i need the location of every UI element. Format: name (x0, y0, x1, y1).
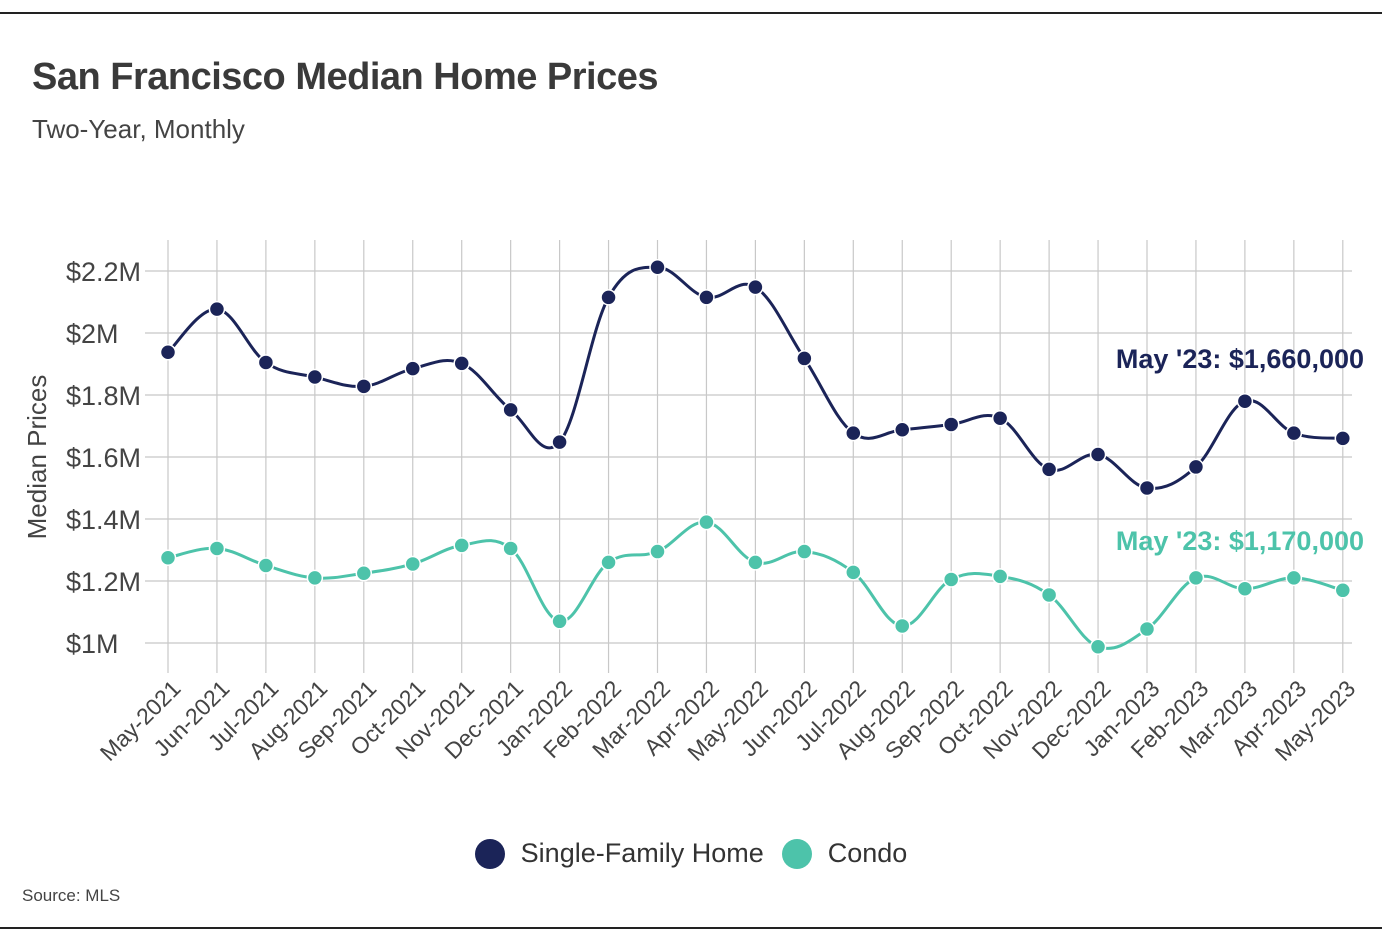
legend-item-single-family: Single-Family Home (474, 838, 764, 869)
data-point-condo (453, 537, 470, 554)
chart-subtitle: Two-Year, Monthly (32, 114, 245, 144)
data-point-condo (502, 540, 519, 557)
data-point-single-family (208, 300, 226, 318)
x-axis: May-2021Jun-2021Jul-2021Aug-2021Sep-2021… (95, 675, 1361, 766)
data-point-condo (1187, 569, 1205, 587)
data-point-single-family (1187, 458, 1205, 476)
data-point-single-family (159, 343, 177, 361)
data-point-condo (747, 554, 764, 571)
data-point-single-family (1138, 479, 1156, 497)
chart-title: San Francisco Median Home Prices (32, 56, 659, 98)
data-point-single-family (551, 433, 568, 451)
data-point-condo (894, 617, 911, 635)
data-point-single-family (1285, 424, 1303, 442)
data-point-condo (355, 565, 373, 582)
grid (145, 240, 1352, 673)
data-point-condo (159, 549, 177, 566)
data-point-single-family (502, 401, 519, 419)
data-point-single-family (1334, 430, 1352, 447)
data-point-condo (845, 564, 862, 581)
data-point-condo (600, 554, 617, 571)
y-tick-label: $1.4M (66, 505, 141, 535)
legend-marker-condo (781, 838, 812, 869)
data-point-single-family (649, 259, 666, 276)
y-tick-label: $1.2M (66, 567, 141, 597)
data-point-single-family (600, 289, 617, 306)
data-point-single-family (942, 416, 960, 433)
legend: Single-Family Home Condo (0, 838, 1382, 869)
data-point-condo (1040, 586, 1058, 604)
series-points (159, 259, 1352, 655)
top-rule (0, 12, 1382, 14)
legend-label-condo: Condo (827, 838, 908, 868)
data-point-condo (257, 557, 275, 574)
data-point-single-family (894, 421, 911, 438)
data-point-condo (1138, 620, 1156, 638)
data-point-single-family (845, 424, 862, 442)
y-tick-label: $2.2M (66, 257, 141, 287)
data-point-single-family (991, 410, 1009, 427)
y-tick-label: $1.6M (66, 443, 141, 473)
data-point-condo (551, 613, 568, 630)
y-tick-label: $1M (66, 629, 119, 659)
source-note: Source: MLS (22, 886, 121, 905)
data-point-condo (208, 540, 226, 557)
data-point-single-family (257, 354, 275, 371)
data-point-single-family (1236, 392, 1254, 410)
data-point-single-family (1089, 446, 1107, 463)
data-point-condo (1089, 638, 1107, 655)
data-point-single-family (747, 278, 764, 296)
data-point-single-family (698, 289, 715, 306)
bottom-rule (0, 927, 1382, 929)
data-point-condo (1236, 580, 1254, 597)
data-point-condo (942, 571, 960, 588)
data-point-condo (698, 513, 715, 531)
annotations: May '23: $1,660,000 May '23: $1,170,000 (1116, 344, 1364, 556)
y-tick-label: $1.8M (66, 381, 141, 411)
legend-label-single-family: Single-Family Home (520, 838, 764, 868)
legend-item-condo: Condo (781, 838, 908, 869)
annotation-condo: May '23: $1,170,000 (1116, 526, 1364, 556)
data-point-condo (1285, 569, 1303, 587)
y-axis-label: Median Prices (22, 375, 52, 540)
data-point-condo (796, 543, 813, 560)
data-point-condo (649, 543, 666, 560)
data-point-condo (1334, 582, 1352, 599)
data-point-single-family (796, 350, 813, 367)
annotation-single-family: May '23: $1,660,000 (1116, 344, 1364, 374)
data-point-single-family (453, 355, 470, 372)
data-point-single-family (404, 360, 421, 377)
y-tick-label: $2M (66, 319, 119, 349)
data-point-condo (404, 555, 421, 573)
data-point-single-family (306, 368, 324, 386)
data-point-condo (991, 568, 1009, 585)
legend-marker-single-family (474, 838, 505, 869)
data-point-condo (306, 569, 324, 587)
y-axis: $1M $1.2M $1.4M $1.6M $1.8M $2M $2.2M (66, 257, 141, 659)
data-point-single-family (1040, 461, 1058, 478)
data-point-single-family (355, 378, 373, 395)
